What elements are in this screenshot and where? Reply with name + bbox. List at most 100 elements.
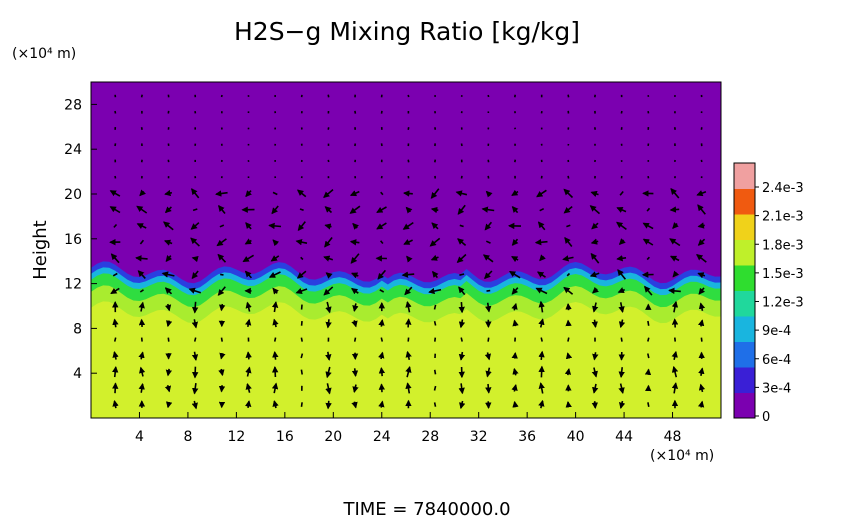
wind-vector	[324, 223, 332, 230]
wind-vector	[512, 319, 519, 327]
wind-vector	[591, 401, 599, 409]
wind-vector	[697, 222, 705, 229]
x-tick-label: 8	[183, 429, 192, 445]
wind-vector	[378, 351, 385, 360]
wind-vector	[112, 382, 119, 394]
colorbar-label: 3e-4	[762, 381, 791, 396]
x-tick-label: 12	[227, 429, 245, 445]
wind-vector	[671, 318, 679, 328]
wind-vector	[190, 237, 200, 247]
wind-vector	[166, 320, 173, 328]
y-tick-label: 24	[64, 142, 82, 158]
wind-vector	[539, 207, 545, 212]
wind-vector	[618, 319, 626, 329]
wind-vector	[113, 337, 117, 342]
colorbar-frame	[733, 162, 756, 419]
wind-vector	[403, 238, 413, 245]
wind-vector	[644, 368, 652, 376]
wind-vector	[295, 287, 308, 294]
wind-vector	[537, 221, 546, 231]
wind-vector	[433, 369, 437, 375]
colorbar-label: 1.5e-3	[762, 267, 804, 282]
y-tick-label: 12	[64, 277, 82, 293]
wind-vector	[563, 286, 574, 295]
wind-vector	[272, 350, 279, 360]
y-tick-label: 16	[64, 232, 82, 248]
wind-vector	[191, 270, 199, 280]
wind-vector	[401, 271, 415, 278]
wind-vector	[433, 402, 437, 407]
wind-vector	[352, 303, 359, 312]
wind-vector	[164, 303, 172, 312]
wind-vector	[511, 302, 518, 311]
wind-vector	[484, 221, 493, 231]
wind-vector	[245, 366, 252, 377]
wind-vector	[431, 222, 439, 230]
wind-vector	[618, 400, 626, 410]
wind-vector	[620, 337, 623, 342]
wind-vector	[697, 204, 706, 215]
wind-vector	[191, 188, 200, 199]
wind-vector	[458, 351, 466, 361]
y-tick-label: 4	[73, 366, 82, 382]
wind-vector	[642, 238, 654, 246]
wind-vector	[402, 221, 414, 230]
wind-vector	[405, 300, 412, 313]
wind-vector	[538, 382, 545, 394]
wind-vector	[697, 238, 706, 246]
wind-vector	[351, 401, 358, 409]
wind-vector	[538, 399, 545, 409]
wind-vector	[430, 188, 440, 199]
wind-vector	[378, 383, 386, 393]
wind-vector	[272, 400, 279, 409]
wind-vector	[591, 319, 598, 329]
y-tick-label: 28	[64, 97, 82, 113]
wind-vector	[380, 110, 383, 114]
wind-vector	[642, 222, 654, 230]
wind-vector	[165, 368, 173, 377]
wind-vector	[380, 337, 384, 342]
wind-vector	[540, 337, 543, 342]
wind-vector	[135, 255, 148, 262]
wind-vector	[511, 287, 519, 295]
x-tick-label: 28	[421, 429, 439, 445]
wind-vector	[352, 384, 359, 394]
wind-vector	[216, 238, 227, 247]
wind-vector	[433, 304, 437, 310]
wind-vector	[698, 383, 706, 393]
wind-vector	[245, 301, 252, 312]
wind-vector	[268, 271, 281, 278]
wind-vector	[325, 272, 333, 279]
wind-vector	[565, 400, 572, 408]
wind-vector	[456, 253, 467, 264]
wind-vector	[538, 365, 545, 378]
wind-vector	[114, 143, 117, 147]
wind-vector	[218, 303, 226, 312]
wind-vector	[484, 270, 493, 280]
wind-vector	[647, 353, 650, 359]
wind-vector	[457, 238, 467, 247]
wind-vector	[565, 319, 572, 327]
wind-vector	[535, 287, 548, 295]
wind-vector	[351, 272, 359, 279]
wind-vector	[647, 402, 650, 407]
wind-vector	[616, 207, 627, 213]
wind-vector	[673, 127, 676, 130]
wind-vector	[191, 400, 198, 410]
wind-vector	[114, 110, 117, 114]
wind-vector	[538, 300, 545, 313]
wind-vector	[647, 320, 650, 326]
wind-vector	[380, 175, 383, 179]
wind-vector	[485, 383, 492, 394]
x-tick-label: 20	[324, 429, 342, 445]
wind-vector	[192, 208, 198, 212]
wind-vector	[299, 208, 304, 212]
time-label: TIME = 7840000.0	[342, 499, 510, 519]
wind-vector	[512, 400, 519, 408]
wind-vector	[350, 253, 360, 264]
wind-vector	[616, 255, 627, 262]
x-tick-label: 32	[470, 429, 488, 445]
wind-vector	[512, 367, 519, 376]
wind-vector	[511, 384, 518, 392]
wind-vector	[592, 383, 599, 394]
